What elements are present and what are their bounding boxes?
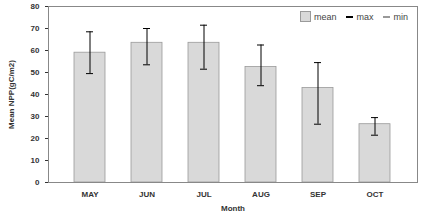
svg-text:20: 20 [31,134,40,143]
svg-text:JUL: JUL [196,190,211,199]
svg-text:MAY: MAY [81,190,99,199]
svg-text:70: 70 [31,24,40,33]
svg-text:30: 30 [31,112,40,121]
html-text:min: min [393,11,408,22]
svg-text:AUG: AUG [252,190,270,199]
html-text:mean: mean [314,11,337,22]
svg-text:60: 60 [31,46,40,55]
svg-text:JUN: JUN [139,190,155,199]
svg-text:80: 80 [31,2,40,11]
svg-text:Mean NPP(gC/m2): Mean NPP(gC/m2) [7,60,16,129]
svg-text:OCT: OCT [367,190,384,199]
svg-text:10: 10 [31,156,40,165]
svg-text:Month: Month [221,204,245,213]
svg-text:SEP: SEP [310,190,327,199]
svg-text:50: 50 [31,68,40,77]
html-text:max: max [356,11,374,22]
svg-text:0: 0 [35,178,40,187]
svg-text:40: 40 [31,90,40,99]
